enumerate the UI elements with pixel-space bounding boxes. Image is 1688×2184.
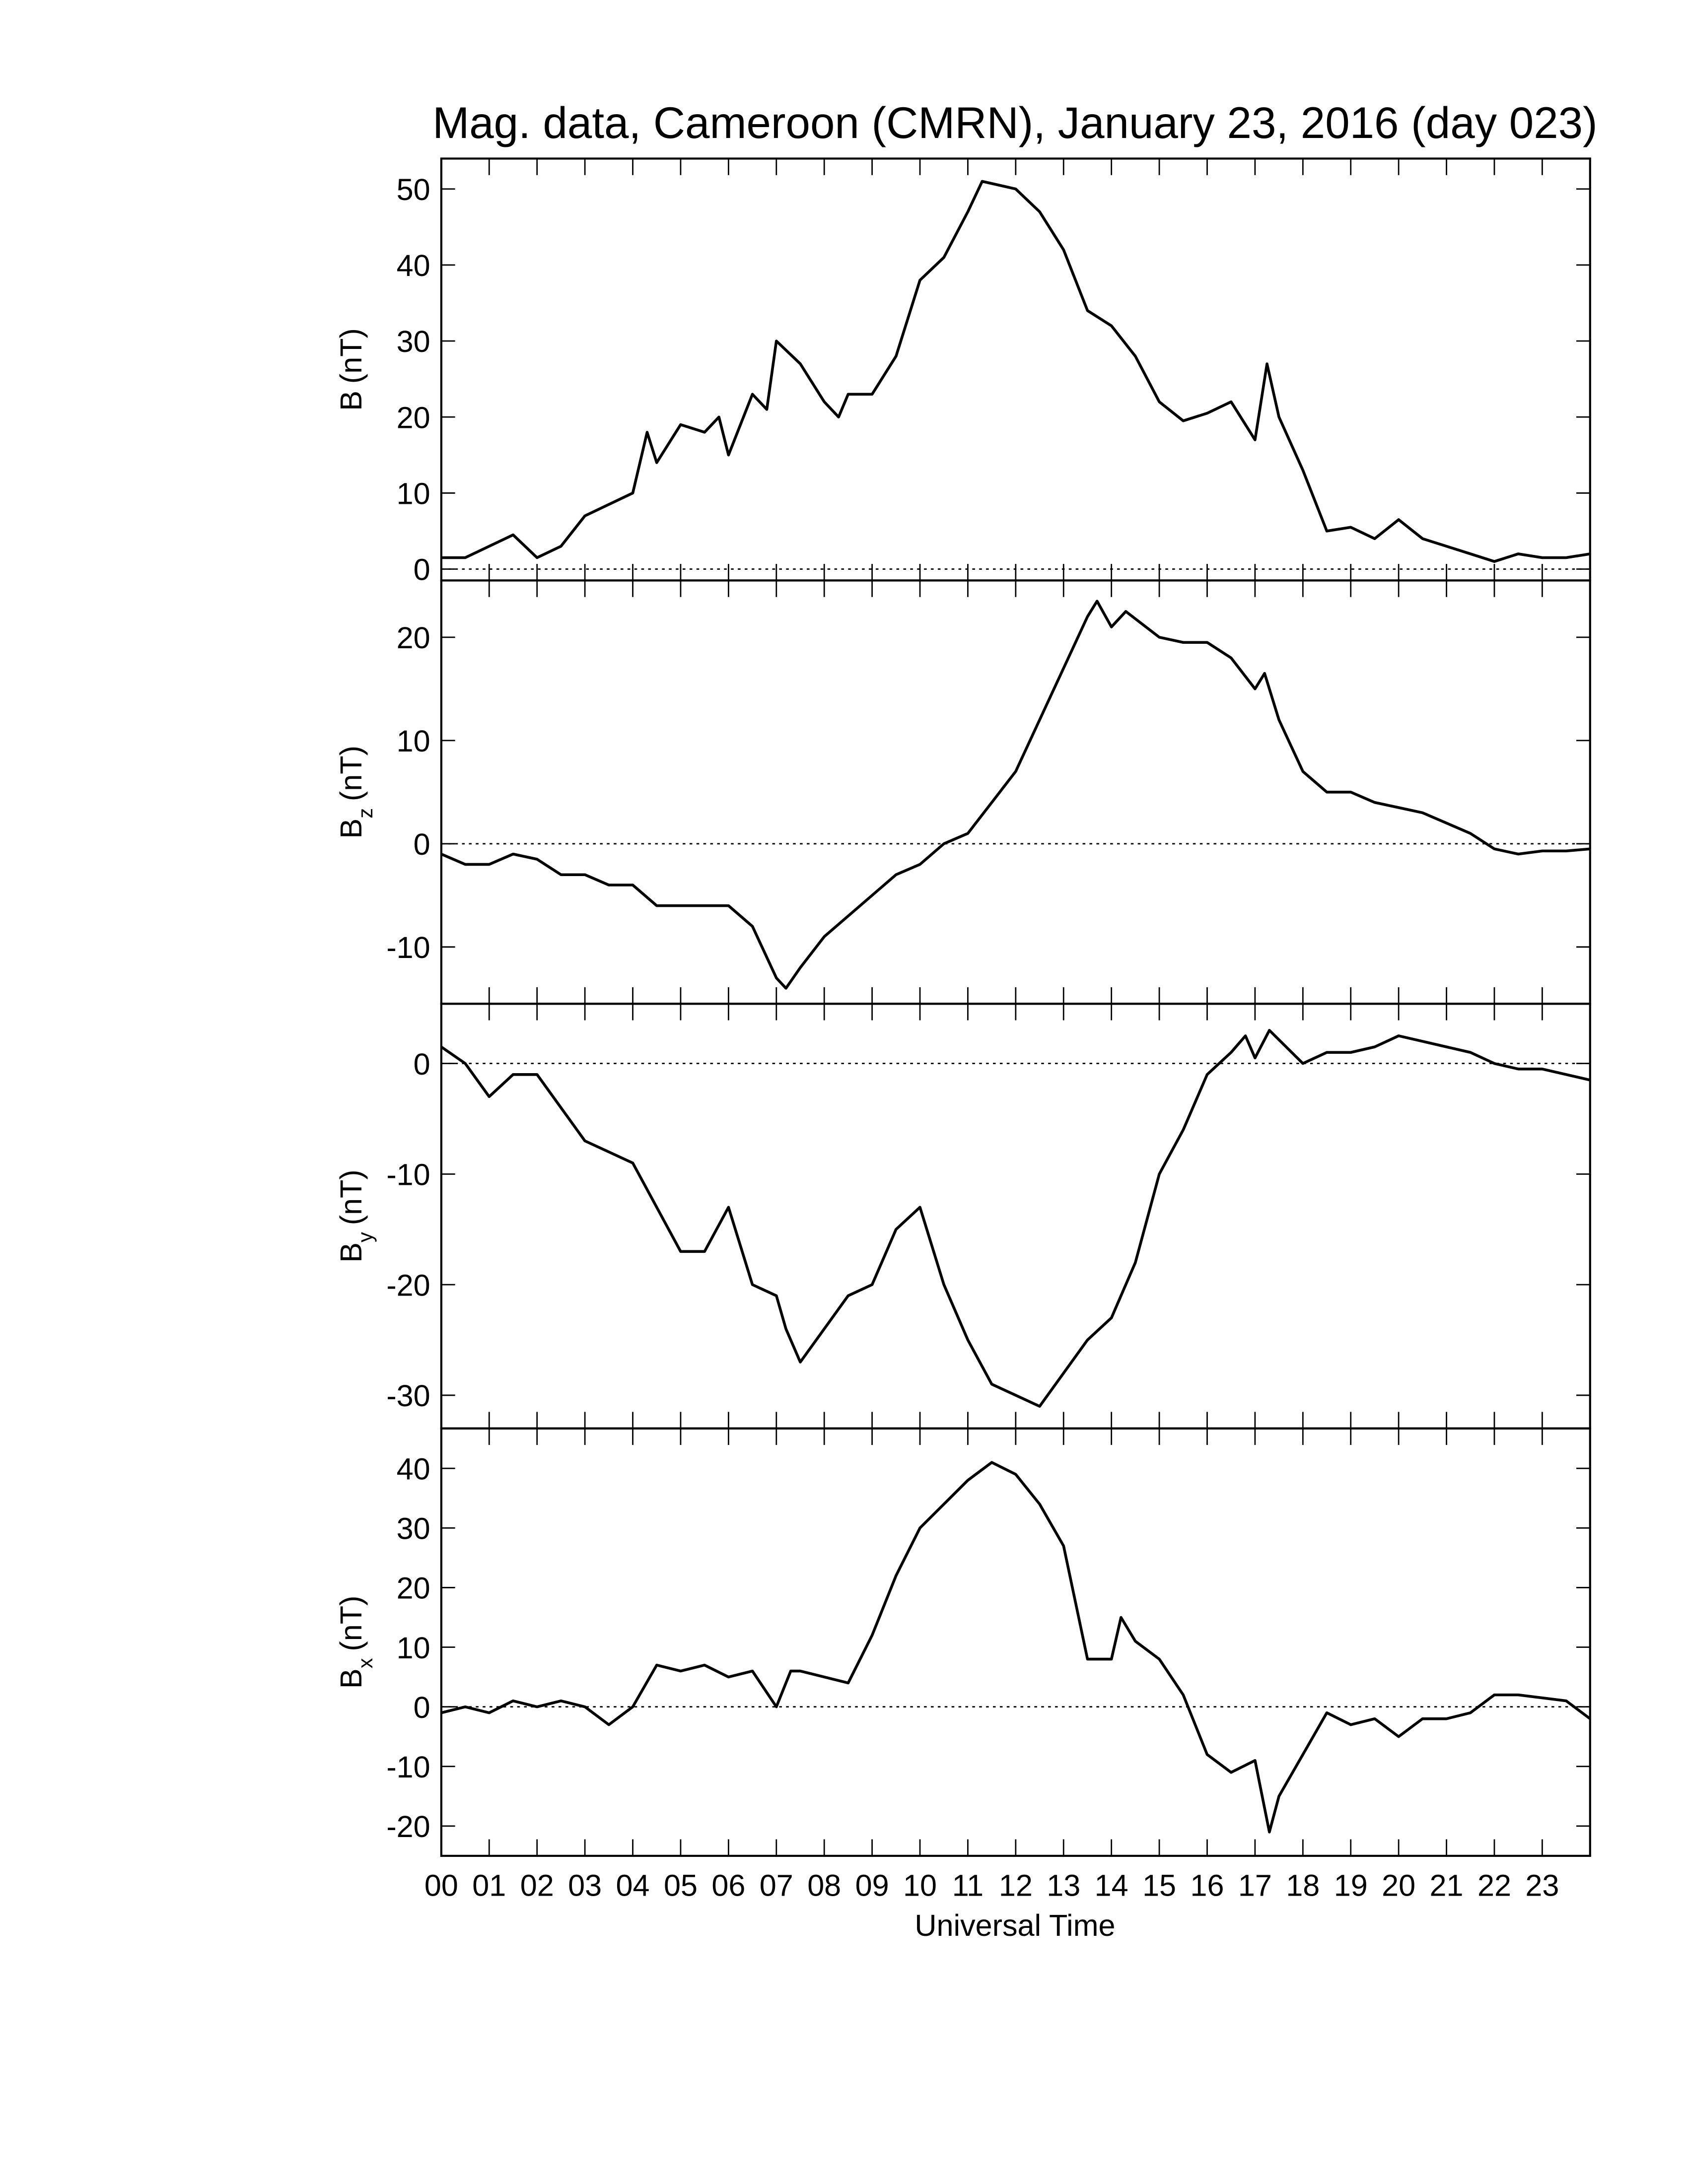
y-axis-label-part: (nT) — [334, 1169, 368, 1225]
y-axis-label-part: y — [353, 1232, 377, 1242]
data-line — [441, 180, 1591, 563]
y-tick-label: -20 — [386, 1268, 430, 1302]
y-axis-label-part: (nT) — [334, 1596, 368, 1651]
y-tick-label: -20 — [386, 1810, 430, 1843]
y-tick-label: 10 — [397, 1631, 430, 1665]
x-tick-label: 00 — [424, 1868, 458, 1902]
x-tick-label: 11 — [952, 1868, 984, 1902]
plot-frame — [440, 157, 1591, 582]
plot-frame — [440, 1427, 1591, 1857]
data-line — [440, 600, 1591, 990]
y-tick-label: 20 — [397, 621, 430, 655]
y-tick-label: -10 — [386, 1158, 430, 1192]
y-tick-label: 0 — [414, 1691, 430, 1724]
y-axis-label: Bz (nT) — [334, 746, 377, 838]
plot-frame — [440, 1003, 1591, 1430]
x-tick-label: 18 — [1286, 1868, 1320, 1902]
y-tick-label: 40 — [397, 1452, 430, 1486]
y-axis-label: By (nT) — [334, 1169, 377, 1262]
x-tick-label: 03 — [568, 1868, 602, 1902]
data-line — [441, 1461, 1591, 1834]
y-axis-label-part: B — [334, 1242, 368, 1263]
y-axis-label-part: z — [353, 808, 377, 819]
y-tick-label: 0 — [414, 827, 430, 861]
x-tick-label: 13 — [1047, 1868, 1080, 1902]
panel: -20 -10 0 10 20 30 40 00 01 02 03 04 05 06 07 08 09 10 11 1… — [334, 1427, 1591, 1902]
y-axis-label-part: B — [334, 819, 368, 839]
x-tick-label: 05 — [664, 1868, 698, 1902]
x-tick-label: 10 — [903, 1868, 937, 1902]
panel: 0 10 20 30 40 50 B (nT) — [334, 157, 1591, 587]
y-tick-label: 20 — [397, 401, 430, 434]
x-tick-label: 16 — [1190, 1868, 1224, 1902]
y-tick-label: 40 — [397, 249, 430, 282]
x-tick-label: 20 — [1382, 1868, 1415, 1902]
x-tick-label: 22 — [1477, 1868, 1511, 1902]
x-tick-label: 08 — [807, 1868, 841, 1902]
x-tick-label: 06 — [711, 1868, 745, 1902]
x-tick-label: 17 — [1238, 1868, 1272, 1902]
plot-frame — [440, 579, 1591, 1005]
data-line — [440, 1028, 1591, 1408]
y-axis-label-part: x — [353, 1658, 377, 1668]
y-tick-label: 0 — [414, 1047, 430, 1081]
chart-title: Mag. data, Cameroon (CMRN), January 23, … — [432, 98, 1597, 147]
y-tick-label: -10 — [386, 931, 430, 964]
y-tick-label: -10 — [386, 1750, 430, 1784]
panel: -30 -20 -10 0 By (nT) — [334, 1003, 1591, 1430]
y-axis-label: Bx (nT) — [334, 1596, 377, 1689]
y-tick-label: 10 — [397, 477, 430, 511]
y-tick-label: 30 — [397, 325, 430, 358]
y-tick-label: 10 — [397, 724, 430, 758]
x-tick-label: 15 — [1142, 1868, 1176, 1902]
y-tick-label: -30 — [386, 1379, 430, 1413]
y-tick-label: 30 — [397, 1512, 430, 1546]
y-axis-label-part: (nT) — [334, 746, 368, 801]
y-axis-label-part: (nT) — [334, 328, 368, 384]
panel: -10 0 10 20 Bz (nT) — [334, 579, 1591, 1005]
x-tick-label: 12 — [999, 1868, 1033, 1902]
y-axis-label-part: B — [334, 1668, 368, 1689]
x-tick-label: 01 — [472, 1868, 506, 1902]
y-axis-label-part: B — [334, 391, 368, 411]
y-tick-label: 50 — [397, 173, 430, 206]
x-axis-label: Universal Time — [914, 1909, 1115, 1942]
x-tick-label: 23 — [1525, 1868, 1559, 1902]
x-tick-label: 21 — [1430, 1868, 1464, 1902]
x-tick-label: 07 — [760, 1868, 793, 1902]
x-tick-label: 19 — [1334, 1868, 1368, 1902]
x-tick-label: 09 — [855, 1868, 889, 1902]
x-tick-label: 02 — [520, 1868, 554, 1902]
y-tick-label: 0 — [414, 553, 430, 587]
x-tick-label: 14 — [1095, 1868, 1128, 1902]
y-axis-label: B (nT) — [334, 328, 368, 411]
x-tick-label: 04 — [616, 1868, 650, 1902]
y-tick-label: 20 — [397, 1571, 430, 1605]
